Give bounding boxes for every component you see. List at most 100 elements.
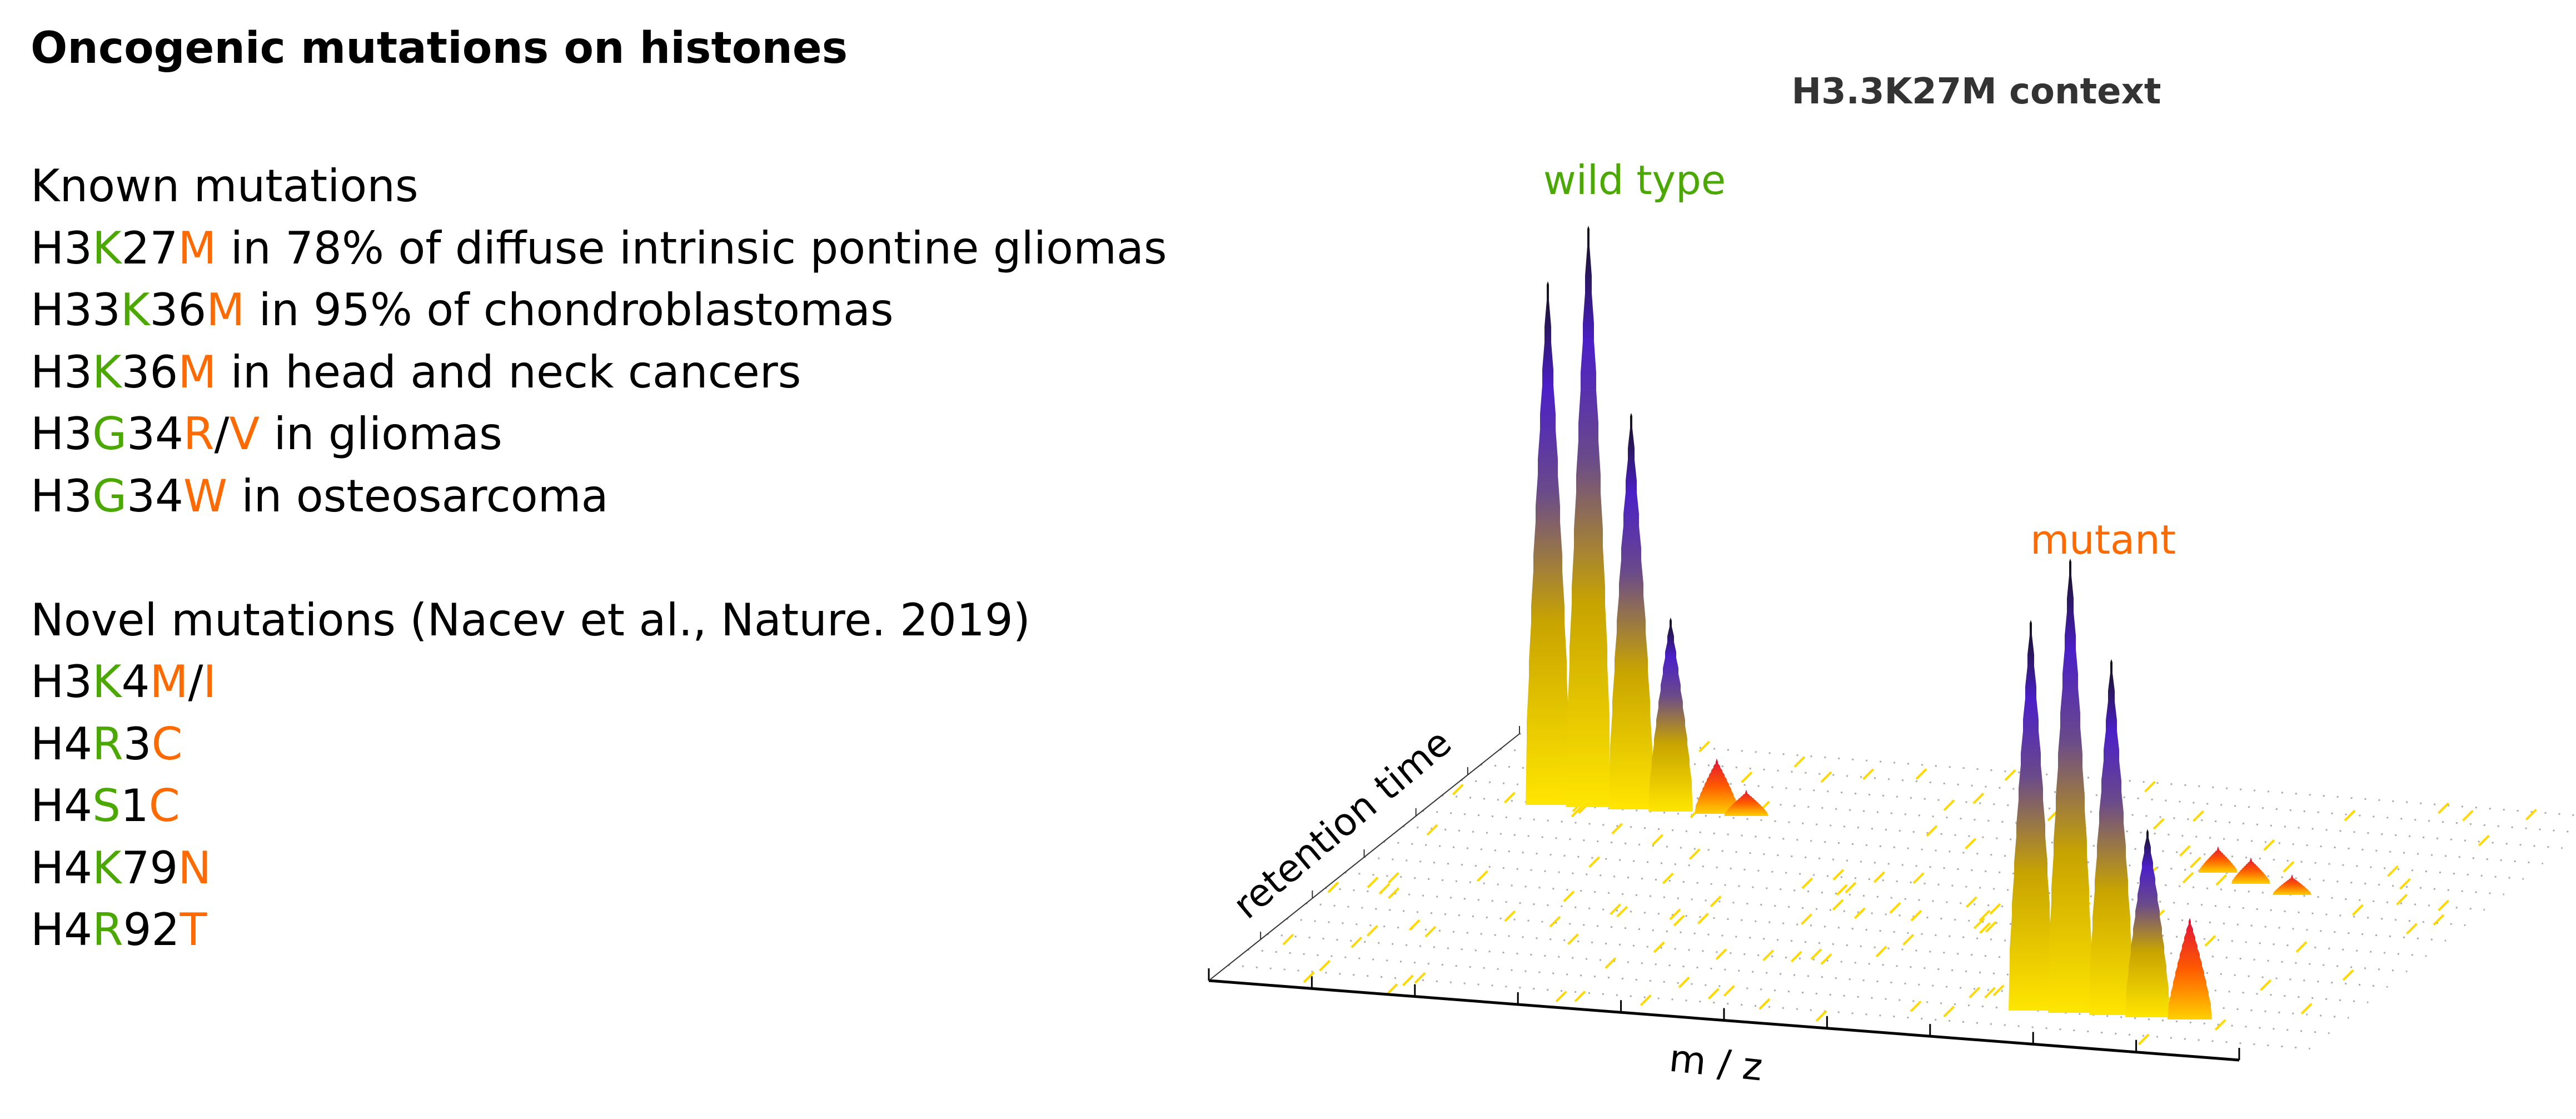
mutation-list: Known mutations H3K27M in 78% of diffuse … (31, 155, 1167, 961)
noise-mark (1979, 909, 1991, 922)
minor-peak (2273, 874, 2311, 895)
noise-mark (1574, 991, 1586, 1002)
noise-mark (1351, 936, 1363, 948)
noise-mark (2004, 769, 2016, 781)
noise-mark (2144, 780, 2156, 793)
mutant-residue: M (178, 222, 217, 274)
noise-mark (1282, 933, 1294, 946)
noise-mark (1853, 907, 1866, 919)
text-segment: in head and neck cancers (216, 346, 801, 398)
noise-mark (1378, 883, 1391, 895)
grid-line (1364, 856, 2447, 942)
text-segment: H4 (31, 842, 93, 894)
noise-mark (2283, 861, 2295, 873)
wild-type-peak (1724, 789, 1768, 816)
text-segment: Novel mutations (Nacev et al., Nature. 2… (31, 594, 1030, 646)
noise-mark (1915, 768, 1927, 780)
wild-residue: S (92, 780, 121, 832)
text-segment: 34 (127, 470, 183, 522)
noise-mark (1710, 896, 1722, 907)
noise-mark (1762, 949, 1774, 962)
noise-mark (1912, 872, 1925, 884)
text-segment: / (188, 656, 203, 708)
noise-mark (2300, 1003, 2313, 1014)
noise-mark (2399, 878, 2411, 890)
noise-mark (1673, 914, 1685, 927)
noise-mark (1414, 972, 1426, 984)
noise-mark (2342, 969, 2354, 981)
text-segment: 3 (123, 718, 152, 770)
noise-mark (1402, 974, 1414, 987)
noise-mark (2260, 979, 2271, 991)
noise-mark (1862, 768, 1875, 780)
mutant-label: mutant (2030, 516, 2176, 563)
noise-mark (1698, 740, 1711, 753)
noise-mark (2215, 874, 2228, 886)
noise-mark (2153, 818, 2165, 830)
grid-line (1403, 825, 2485, 911)
text-segment: H3 (31, 656, 93, 708)
text-line: H3G34W in osteosarcoma (31, 465, 1167, 528)
noise-mark (2525, 808, 2537, 820)
noise-mark (1969, 987, 1981, 998)
noise-mark (1801, 877, 1813, 889)
noise-mark (1388, 887, 1400, 899)
noise-mark (1910, 909, 1922, 922)
text-segment: 27 (121, 222, 178, 274)
noise-mark (1836, 884, 1848, 896)
mutant-residue: V (229, 408, 260, 460)
mutant-residue: W (183, 470, 227, 522)
noise-mark (1832, 869, 1845, 881)
text-line: Novel mutations (Nacev et al., Nature. 2… (31, 589, 1167, 651)
text-line: H4K79N (31, 837, 1167, 899)
grid-line (1325, 887, 2408, 973)
noise-mark (2193, 810, 2204, 822)
noise-mark (1327, 881, 1339, 893)
noise-mark (1303, 971, 1315, 983)
noise-mark (1790, 951, 1802, 963)
mutant-peak (2048, 558, 2092, 1013)
mutant-residue: N (178, 842, 212, 894)
text-segment: H3 (31, 222, 93, 274)
wild-residue: K (120, 284, 150, 336)
noise-mark (2406, 923, 2418, 935)
noise-mark (1989, 903, 2001, 915)
noise-mark (2204, 935, 2216, 947)
mz-axis-label: m / z (1667, 1037, 1765, 1090)
noise-mark (1652, 834, 1664, 846)
context-title: H3.3K27M context (1792, 71, 2161, 112)
noise-mark (2190, 856, 2201, 868)
noise-mark (1688, 848, 1701, 860)
noise-mark (1563, 891, 1575, 902)
text-line: H3K27M in 78% of diffuse intrinsic ponti… (31, 217, 1167, 280)
noise-mark (1845, 882, 1857, 894)
noise-mark (2137, 1033, 2150, 1046)
noise-mark (1992, 984, 2005, 997)
noise-mark (1910, 1000, 1922, 1012)
text-segment: H3 (31, 408, 93, 460)
noise-mark (1678, 976, 1690, 988)
noise-mark (1820, 771, 1832, 783)
noise-mark (1319, 959, 1331, 972)
noise-mark (1408, 919, 1421, 931)
text-segment: 92 (123, 904, 180, 956)
text-segment: 34 (127, 408, 183, 460)
grid-line (1247, 949, 2330, 1035)
text-line: H4R3C (31, 713, 1167, 775)
noise-mark (1669, 908, 1681, 921)
text-segment: 36 (121, 346, 178, 398)
mutant-residue: M (206, 284, 245, 336)
wild-type-label: wild type (1543, 157, 1726, 203)
text-line: H3K4M/I (31, 651, 1167, 713)
noise-mark (1616, 906, 1628, 918)
noise-mark (1605, 957, 1617, 969)
noise-mark (2396, 893, 2408, 906)
noise-mark (1387, 872, 1399, 884)
text-segment: 79 (121, 842, 178, 894)
wild-residue: K (92, 842, 122, 894)
retention-time-axis-label: retention time (1225, 720, 1460, 928)
slide-title: Oncogenic mutations on histones (31, 23, 848, 73)
text-segment: H33 (31, 284, 121, 336)
text-segment: H3 (31, 346, 93, 398)
wild-residue: R (92, 904, 123, 956)
